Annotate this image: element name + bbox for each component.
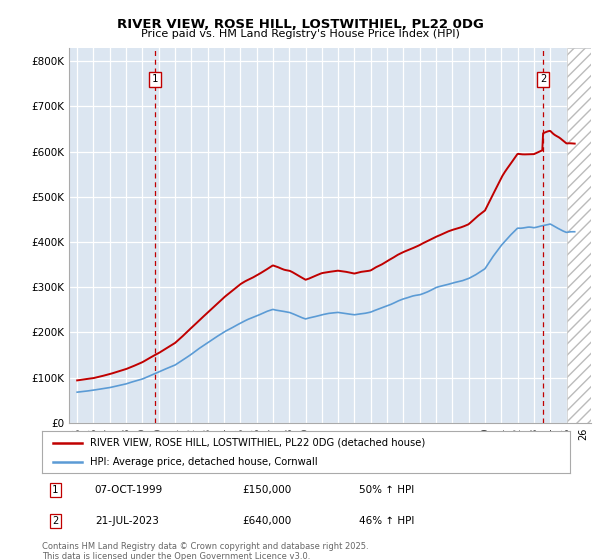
Bar bbox=[566, 48, 600, 423]
Text: 2: 2 bbox=[540, 74, 546, 84]
Text: Price paid vs. HM Land Registry's House Price Index (HPI): Price paid vs. HM Land Registry's House … bbox=[140, 29, 460, 39]
Text: £150,000: £150,000 bbox=[242, 485, 292, 495]
Text: RIVER VIEW, ROSE HILL, LOSTWITHIEL, PL22 0DG (detached house): RIVER VIEW, ROSE HILL, LOSTWITHIEL, PL22… bbox=[89, 437, 425, 447]
Text: 2: 2 bbox=[52, 516, 58, 526]
Text: Contains HM Land Registry data © Crown copyright and database right 2025.
This d: Contains HM Land Registry data © Crown c… bbox=[42, 542, 368, 560]
Text: £640,000: £640,000 bbox=[242, 516, 292, 526]
Text: 1: 1 bbox=[52, 485, 58, 495]
Text: 21-JUL-2023: 21-JUL-2023 bbox=[95, 516, 158, 526]
Text: RIVER VIEW, ROSE HILL, LOSTWITHIEL, PL22 0DG: RIVER VIEW, ROSE HILL, LOSTWITHIEL, PL22… bbox=[116, 18, 484, 31]
Text: 46% ↑ HPI: 46% ↑ HPI bbox=[359, 516, 414, 526]
Text: 07-OCT-1999: 07-OCT-1999 bbox=[95, 485, 163, 495]
Text: 50% ↑ HPI: 50% ↑ HPI bbox=[359, 485, 414, 495]
Text: 1: 1 bbox=[152, 74, 158, 84]
Text: HPI: Average price, detached house, Cornwall: HPI: Average price, detached house, Corn… bbox=[89, 457, 317, 467]
